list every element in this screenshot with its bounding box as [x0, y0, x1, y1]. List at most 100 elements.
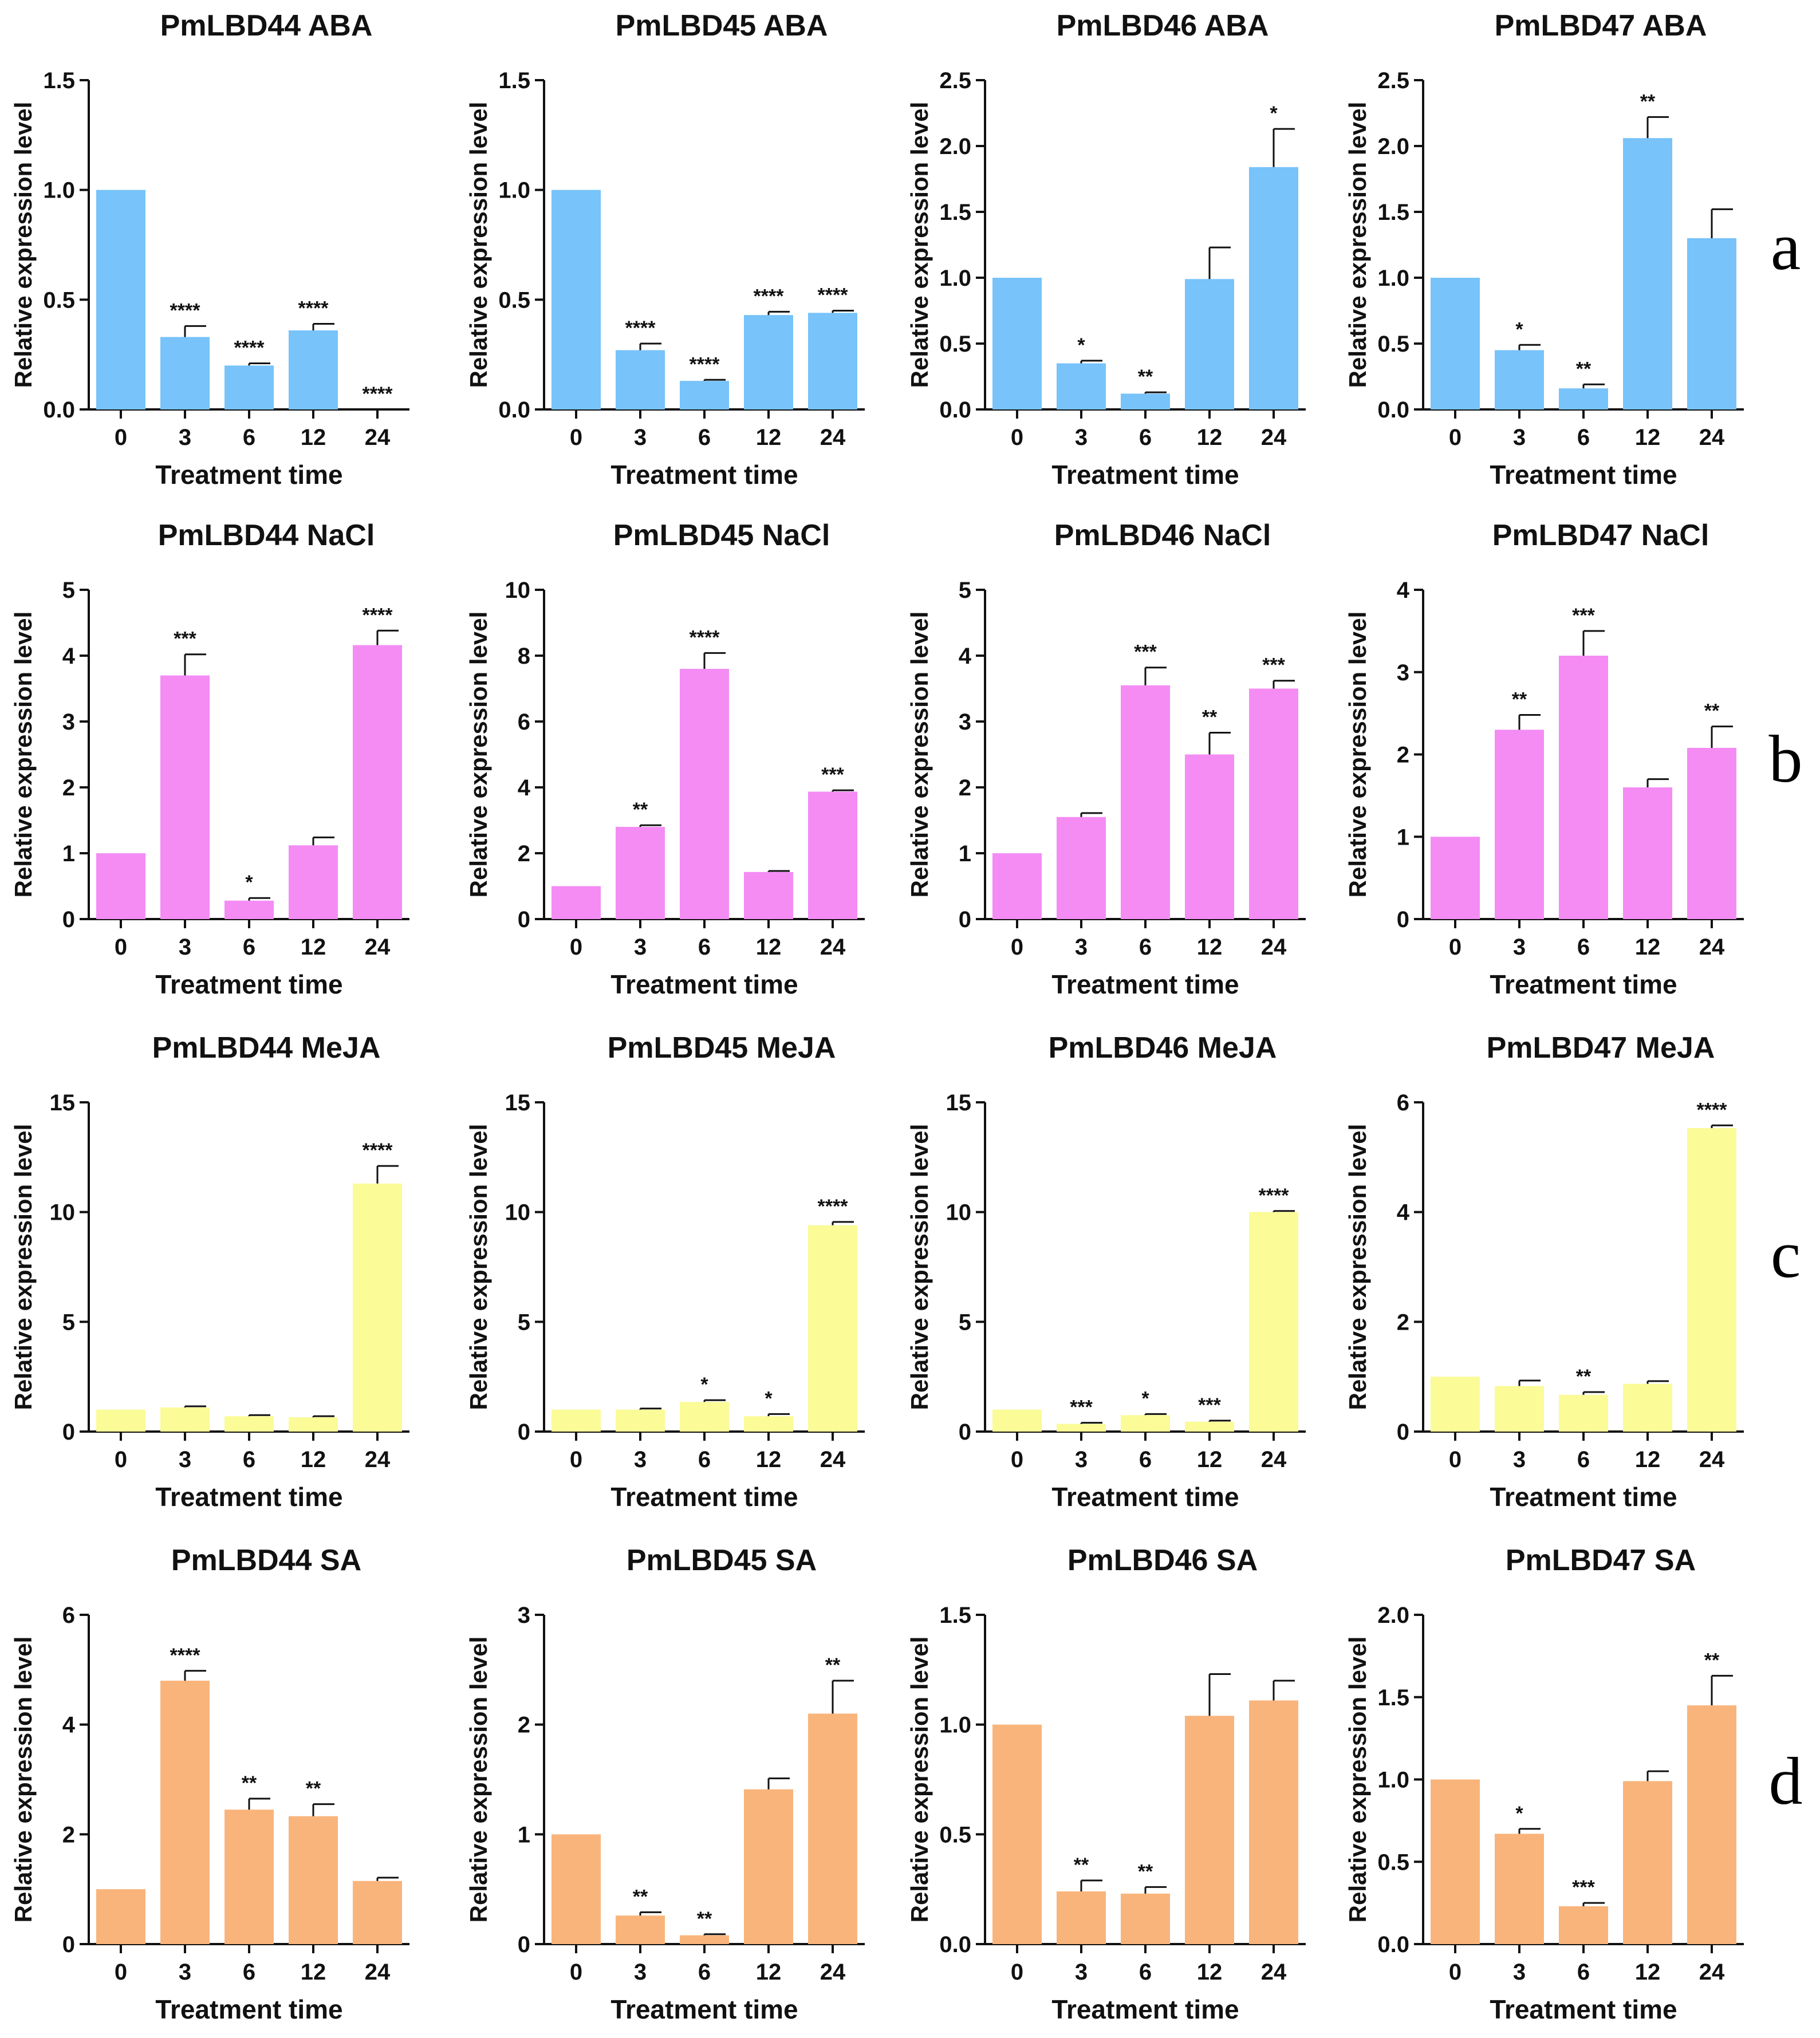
panel-title: PmLBD47 ABA: [1495, 9, 1707, 42]
panel-title: PmLBD46 NaCl: [1054, 519, 1271, 552]
x-tick-label: 3: [1513, 1447, 1526, 1472]
x-tick-label: 6: [1577, 1960, 1590, 1985]
bar: [1623, 138, 1672, 409]
y-tick-label: 10: [946, 1200, 972, 1225]
y-tick-label: 2: [62, 775, 75, 801]
y-tick-label: 0.0: [43, 397, 75, 423]
bar: [680, 1402, 729, 1432]
bar: [744, 1789, 793, 1944]
y-tick-label: 4: [62, 644, 76, 669]
significance-marker: **: [1202, 707, 1218, 728]
bar: [1185, 279, 1234, 409]
bar: [289, 330, 338, 409]
x-axis-label: Treatment time: [1490, 969, 1677, 999]
significance-marker: ***: [1572, 605, 1595, 626]
x-axis-label: Treatment time: [1490, 1482, 1677, 1512]
bar: [1121, 1893, 1170, 1944]
x-tick-label: 6: [243, 425, 255, 450]
x-axis-label: Treatment time: [155, 460, 342, 490]
row-label: a: [1771, 209, 1801, 284]
x-tick-label: 6: [1139, 935, 1152, 960]
x-tick-label: 12: [756, 425, 782, 450]
bar: [808, 1713, 857, 1944]
y-tick-label: 1.0: [939, 1713, 971, 1738]
bar: [1431, 278, 1480, 409]
bar: [1559, 388, 1608, 409]
panel-title: PmLBD47 SA: [1506, 1544, 1696, 1577]
bar: [160, 1407, 210, 1432]
y-tick-label: 2.5: [939, 68, 971, 93]
bar: [353, 1183, 402, 1432]
bar: [1121, 1415, 1170, 1432]
significance-marker: ***: [1572, 1877, 1595, 1898]
x-tick-label: 24: [365, 935, 391, 960]
x-tick-label: 3: [1513, 1960, 1526, 1985]
bar: [1559, 1394, 1608, 1432]
panel-title: PmLBD44 SA: [171, 1544, 361, 1577]
y-tick-label: 2: [1397, 1310, 1409, 1335]
y-tick-label: 4: [62, 1713, 76, 1738]
y-axis-label: Relative expression level: [1344, 1124, 1371, 1410]
y-tick-label: 5: [62, 578, 75, 603]
significance-marker: **: [633, 1886, 648, 1907]
significance-marker: ****: [1259, 1185, 1290, 1207]
bar: [1249, 688, 1298, 919]
significance-marker: **: [1704, 1649, 1720, 1671]
y-tick-label: 6: [62, 1603, 75, 1628]
x-tick-label: 6: [698, 935, 711, 960]
x-axis-label: Treatment time: [1490, 1994, 1677, 2024]
significance-marker: **: [306, 1778, 321, 1800]
x-tick-label: 0: [1011, 1960, 1023, 1985]
x-tick-label: 12: [756, 1447, 782, 1472]
y-tick-label: 1.5: [1377, 1685, 1409, 1710]
x-tick-label: 3: [1075, 1447, 1088, 1472]
y-tick-label: 10: [505, 1200, 531, 1225]
y-tick-label: 0.0: [939, 397, 971, 423]
y-tick-label: 0: [518, 907, 530, 932]
bar: [1121, 393, 1170, 409]
y-tick-label: 0: [959, 1420, 971, 1445]
x-tick-label: 24: [1699, 1447, 1725, 1472]
x-tick-label: 6: [698, 425, 711, 450]
y-tick-label: 15: [50, 1090, 76, 1115]
y-axis-label: Relative expression level: [10, 1124, 37, 1410]
y-tick-label: 5: [959, 1310, 971, 1335]
bar: [808, 1225, 857, 1432]
x-tick-label: 6: [1577, 1447, 1590, 1472]
panel-title: PmLBD46 SA: [1067, 1544, 1258, 1577]
significance-marker: **: [633, 799, 648, 821]
significance-marker: ****: [363, 604, 393, 626]
bar: [1623, 1383, 1672, 1432]
y-tick-label: 3: [62, 709, 75, 735]
x-tick-label: 3: [1075, 1960, 1088, 1985]
significance-marker: ***: [174, 628, 196, 650]
significance-marker: *: [1515, 1803, 1523, 1824]
y-tick-label: 4: [1397, 1200, 1410, 1225]
panel-title: PmLBD45 SA: [627, 1544, 817, 1577]
y-tick-label: 2: [959, 775, 971, 801]
y-tick-label: 4: [518, 775, 531, 801]
y-tick-label: 1.0: [498, 178, 530, 203]
significance-marker: ****: [818, 285, 849, 306]
x-tick-label: 6: [1139, 425, 1152, 450]
significance-marker: ****: [298, 298, 329, 320]
bar: [96, 190, 145, 409]
x-tick-label: 24: [820, 1447, 846, 1472]
bar: [96, 853, 145, 919]
y-tick-label: 0: [518, 1932, 530, 1957]
bar: [160, 675, 210, 919]
bar: [1057, 817, 1106, 919]
bar: [1185, 1421, 1234, 1432]
y-tick-label: 1.5: [498, 68, 530, 93]
y-tick-label: 4: [1397, 578, 1410, 603]
significance-marker: *: [1515, 318, 1523, 340]
panel-title: PmLBD46 ABA: [1057, 9, 1269, 42]
bar: [1249, 167, 1298, 409]
x-tick-label: 3: [634, 935, 647, 960]
y-tick-label: 4: [959, 644, 972, 669]
y-tick-label: 2.0: [1377, 134, 1409, 159]
bar: [353, 1881, 402, 1944]
y-tick-label: 2: [1397, 743, 1409, 768]
significance-marker: ****: [690, 626, 720, 648]
significance-marker: ****: [1697, 1099, 1728, 1121]
